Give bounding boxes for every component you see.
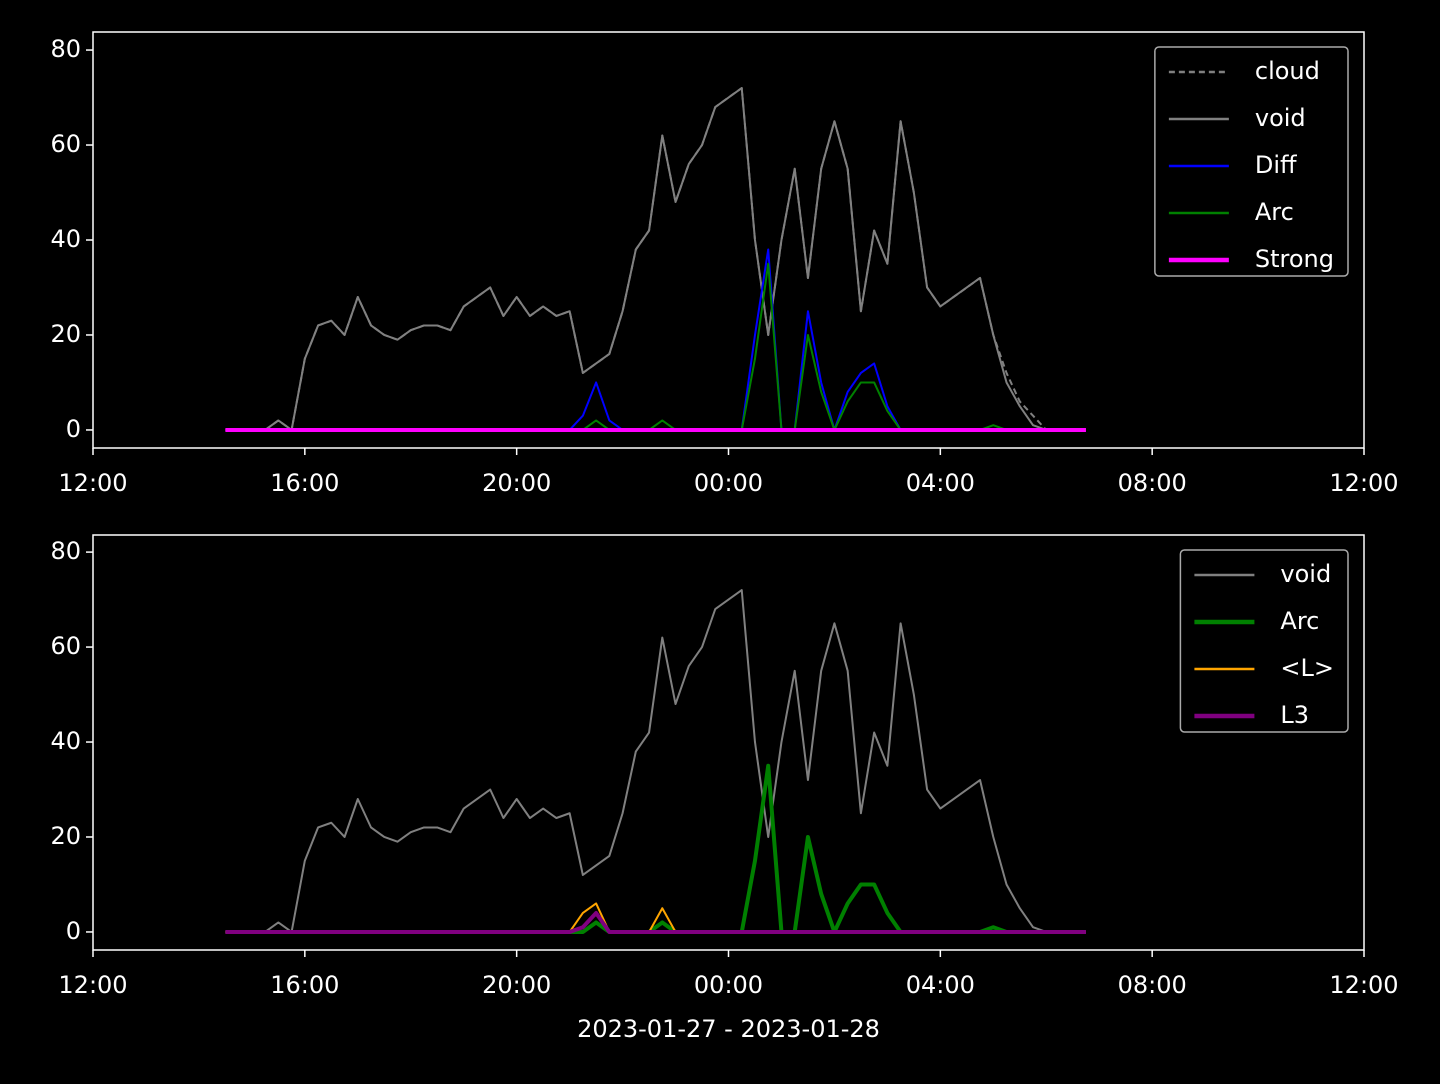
legend-frame (1154, 46, 1349, 277)
y-tick-label: 0 (66, 917, 81, 945)
x-tick-label: 00:00 (694, 971, 763, 999)
x-tick-label: 12:00 (1329, 971, 1398, 999)
x-tick-label: 08:00 (1118, 469, 1187, 497)
legend: void Arc <L> L3 (1179, 549, 1349, 733)
y-tick-label: 60 (50, 632, 81, 660)
x-tick-label: 08:00 (1118, 971, 1187, 999)
x-tick-label: 20:00 (482, 971, 551, 999)
x-tick-label: 12:00 (58, 469, 127, 497)
legend-label: Strong (1255, 245, 1334, 273)
y-tick-label: 20 (50, 320, 81, 348)
y-tick-label: 40 (50, 225, 81, 253)
x-tick-label: 00:00 (694, 469, 763, 497)
y-tick-label: 80 (50, 35, 81, 63)
x-tick-label: 04:00 (906, 971, 975, 999)
series-line (225, 589, 1086, 933)
legend-label: void (1280, 560, 1331, 588)
x-tick-label: 12:00 (58, 971, 127, 999)
legend-frame (1179, 549, 1349, 733)
y-tick-label: 40 (50, 727, 81, 755)
x-tick-label: 16:00 (270, 469, 339, 497)
legend-label: <L> (1280, 654, 1334, 682)
y-tick-label: 0 (66, 415, 81, 443)
x-tick-label: 12:00 (1329, 469, 1398, 497)
legend-label: L3 (1280, 701, 1309, 729)
legend-label: void (1255, 104, 1306, 132)
series-line (225, 87, 1086, 431)
legend-label: cloud (1255, 57, 1320, 85)
y-tick-label: 80 (50, 537, 81, 565)
legend-label: Diff (1255, 151, 1297, 179)
y-tick-label: 20 (50, 822, 81, 850)
y-tick-label: 60 (50, 130, 81, 158)
legend-label: Arc (1280, 607, 1319, 635)
legend: cloud void Diff Arc Strong (1154, 46, 1349, 277)
x-tick-label: 16:00 (270, 971, 339, 999)
x-tick-label: 20:00 (482, 469, 551, 497)
series-line (225, 910, 1086, 934)
x-axis-label: 2023-01-27 - 2023-01-28 (577, 1015, 880, 1043)
x-tick-label: 04:00 (906, 469, 975, 497)
legend-label: Arc (1255, 198, 1294, 226)
